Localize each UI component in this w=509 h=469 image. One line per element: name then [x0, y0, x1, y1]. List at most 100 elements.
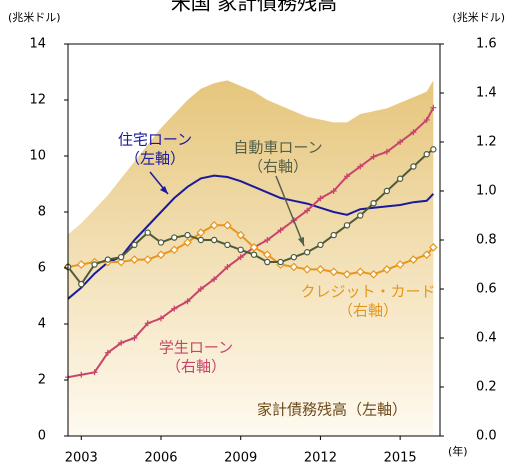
x-tick-label: 2015	[384, 451, 417, 466]
marker	[91, 369, 98, 376]
annotation: 自動車ローン	[233, 139, 322, 157]
marker	[410, 129, 417, 136]
marker	[158, 315, 164, 322]
marker	[329, 267, 339, 277]
marker	[197, 286, 204, 292]
y-tick-label: 2	[38, 373, 46, 388]
marker	[370, 200, 377, 207]
y-tick-label: 8	[38, 205, 46, 220]
annotation: 家計債務残高（左軸）	[257, 401, 407, 419]
y-tick-label: 12	[29, 93, 46, 108]
marker	[223, 220, 232, 230]
marker	[383, 187, 391, 195]
x-axis-unit: (年)	[448, 444, 468, 458]
marker	[382, 265, 392, 274]
marker	[343, 222, 351, 229]
marker	[330, 231, 337, 239]
marker	[423, 116, 430, 123]
y2-tick-label: 0.2	[476, 380, 497, 395]
x-tick-label: 2003	[65, 451, 98, 466]
marker	[184, 298, 191, 305]
marker	[303, 249, 311, 256]
marker	[171, 234, 178, 241]
marker	[224, 241, 231, 249]
marker	[104, 256, 112, 263]
annotation: （右軸）	[166, 358, 226, 376]
marker	[423, 151, 430, 158]
marker	[369, 269, 378, 279]
annotation: 住宅ローン	[118, 131, 192, 149]
marker	[118, 339, 125, 346]
marker	[264, 258, 271, 266]
marker	[117, 253, 125, 261]
y2-tick-label: 1.0	[476, 184, 497, 199]
marker	[264, 237, 271, 243]
marker	[383, 148, 390, 155]
marker	[370, 153, 377, 160]
y2-tick-label: 0.0	[476, 429, 497, 444]
marker	[184, 231, 191, 239]
y2-tick-label: 1.2	[476, 135, 497, 150]
marker	[330, 188, 337, 194]
annotation: （右軸）	[248, 158, 308, 176]
annotation: クレジット・カード	[300, 283, 435, 301]
marker	[355, 267, 365, 277]
y2-tick-label: 1.6	[476, 37, 497, 52]
marker	[317, 241, 324, 249]
marker	[430, 146, 437, 153]
marker	[357, 163, 364, 170]
line	[67, 174, 435, 300]
y-tick-label: 4	[38, 317, 46, 332]
chart-title: 米国 家計債務残高	[171, 0, 337, 15]
marker	[76, 260, 86, 269]
annotation: （左軸）	[125, 150, 185, 168]
marker	[104, 349, 111, 356]
y2-tick-label: 0.6	[476, 282, 497, 297]
marker	[396, 175, 404, 182]
marker	[171, 305, 178, 312]
y-tick-label: 10	[29, 149, 46, 164]
marker	[357, 212, 364, 219]
annotation: 学生ローン	[159, 339, 233, 357]
marker	[430, 104, 437, 111]
marker	[211, 276, 218, 283]
marker	[422, 250, 432, 260]
marker	[91, 261, 98, 268]
marker	[144, 320, 151, 327]
marker	[78, 371, 85, 378]
marker	[262, 250, 272, 260]
arrow	[275, 175, 305, 247]
marker	[429, 243, 438, 252]
marker	[290, 253, 298, 261]
marker	[157, 239, 165, 246]
marker	[236, 230, 246, 240]
marker	[237, 246, 244, 253]
marker	[78, 280, 85, 288]
marker	[316, 265, 325, 274]
marker	[395, 260, 405, 269]
marker	[131, 241, 138, 249]
marker	[131, 335, 138, 341]
y2-axis-unit: (兆米ドル)	[452, 11, 505, 24]
marker	[143, 255, 153, 264]
x-tick-label: 2009	[224, 451, 257, 466]
y-tick-label: 6	[38, 261, 46, 276]
marker	[183, 238, 192, 247]
y2-tick-label: 0.4	[476, 331, 497, 346]
y-tick-label: 14	[29, 37, 46, 52]
arrow-head	[298, 237, 304, 246]
marker	[116, 257, 126, 267]
marker	[130, 255, 139, 264]
y2-tick-label: 0.8	[476, 233, 497, 248]
annotation: （右軸）	[338, 302, 398, 320]
marker	[410, 163, 417, 170]
marker	[169, 245, 179, 255]
marker	[156, 250, 166, 260]
marker	[397, 139, 404, 145]
marker	[289, 262, 299, 272]
x-tick-label: 2006	[144, 451, 177, 466]
x-tick-label: 2012	[304, 451, 337, 466]
marker	[249, 243, 259, 252]
marker	[197, 236, 205, 244]
